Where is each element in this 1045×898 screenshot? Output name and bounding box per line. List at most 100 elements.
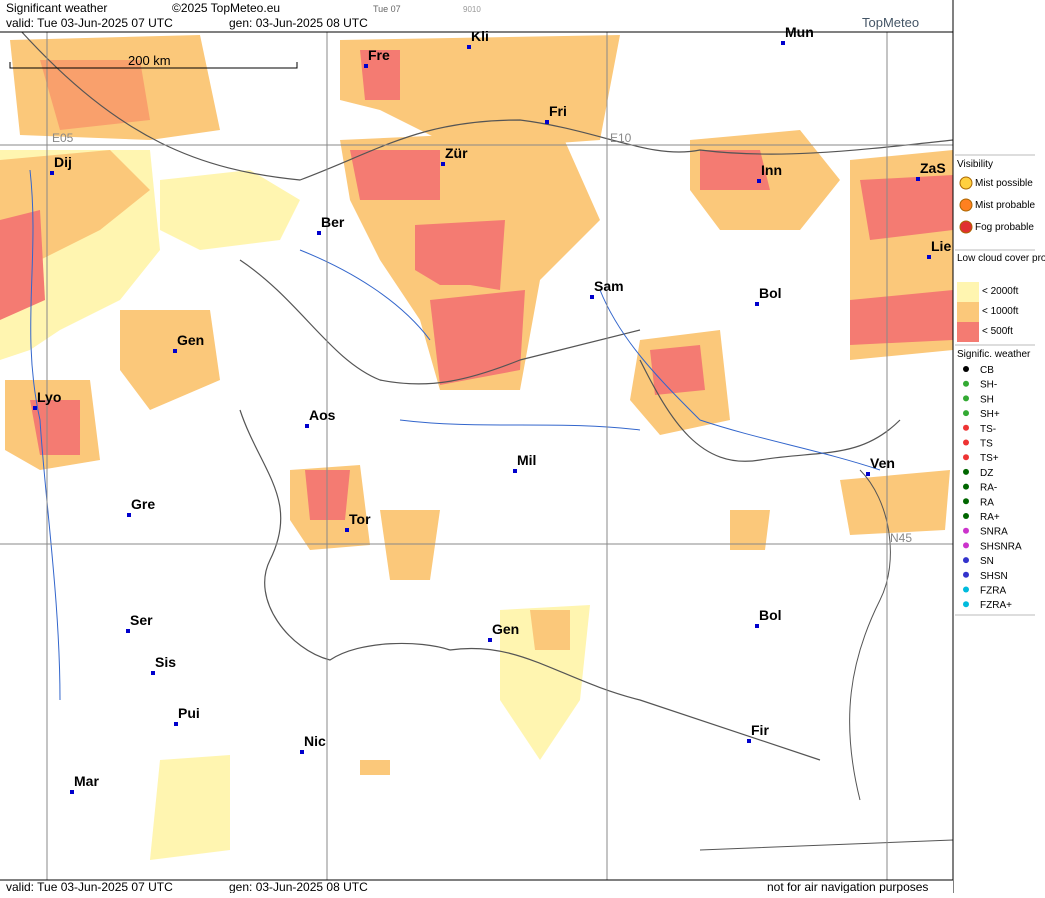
legend-icon [963, 366, 969, 372]
legend-label: RA+ [980, 512, 1000, 523]
legend-icon [963, 513, 969, 519]
title: Significant weather [6, 1, 107, 15]
brand: TopMeteo [862, 15, 919, 30]
legend-icon [963, 483, 969, 490]
city-marker [747, 739, 751, 743]
city-label: Ber [321, 214, 345, 230]
city-label: Kli [471, 28, 489, 44]
legend-icon [959, 220, 973, 234]
legend-label: RA [980, 497, 994, 508]
fog-areas [0, 35, 953, 860]
legend-label: SN [980, 556, 994, 567]
legend-label: Mist probable [975, 200, 1035, 211]
legend-icon [963, 468, 969, 475]
city-label: Nic [304, 733, 326, 749]
legend-label: Fog probable [975, 222, 1034, 233]
legend-label: TS- [980, 424, 996, 435]
city-marker [174, 722, 178, 726]
legend-icon [963, 454, 969, 461]
city-marker [50, 171, 54, 175]
legend-icon [963, 557, 969, 564]
city-marker [33, 406, 37, 410]
legend-swatch [957, 322, 979, 342]
city-label: Tor [349, 511, 371, 527]
city-marker [441, 162, 445, 166]
city-marker [866, 472, 870, 476]
city-label: Sam [594, 278, 624, 294]
city-label: Gen [492, 621, 519, 637]
city-marker [127, 513, 131, 517]
city-marker [317, 231, 321, 235]
scale-label: 200 km [128, 53, 171, 68]
city-label: Aos [309, 407, 336, 423]
legend-label: SH+ [980, 409, 1000, 420]
legend-label: SHSNRA [980, 541, 1022, 552]
city-label: Bol [759, 607, 782, 623]
city-marker [545, 120, 549, 124]
city-label: Gre [131, 496, 155, 512]
legend-label: SH- [980, 380, 997, 391]
city-marker [305, 424, 309, 428]
grid-label: E05 [52, 131, 74, 145]
legend-icon [963, 498, 969, 505]
city-marker [755, 624, 759, 628]
legend-icon [959, 198, 973, 212]
legend-icon [963, 571, 969, 578]
legend-icon [963, 395, 969, 402]
legend-title: Visibility [957, 159, 993, 170]
cities: Kli Mun Fre Fri Dij Zür Inn ZaS Ber Lie Sam Bol Gen L… [33, 24, 951, 794]
legend-icon [963, 542, 969, 549]
city-label: Ven [870, 455, 895, 471]
coastline [699, 469, 954, 851]
legend-label: < 2000ft [982, 286, 1019, 297]
city-marker [916, 177, 920, 181]
legend-icon [963, 439, 969, 446]
city-label: Sis [155, 654, 176, 670]
legend-label: RA- [980, 483, 997, 494]
code: 9010 [463, 5, 481, 14]
city-label: Bol [759, 285, 782, 301]
footer-note: not for air navigation purposes [767, 880, 928, 893]
graticule [0, 32, 953, 880]
city-marker [467, 45, 471, 49]
city-label: Mar [74, 773, 99, 789]
header: Significant weather ©2025 TopMeteo.eu Tu… [0, 0, 953, 33]
city-label: Inn [761, 162, 782, 178]
city-label: Pui [178, 705, 200, 721]
city-label: Fre [368, 47, 390, 63]
legend-icon [963, 601, 969, 608]
legend-icon [963, 586, 969, 593]
legend-title: Signific. weather [957, 349, 1031, 360]
legend-label: TS+ [980, 453, 999, 464]
city-label: Mun [785, 24, 814, 40]
city-marker [513, 469, 517, 473]
city-marker [590, 295, 594, 299]
gen: gen: 03-Jun-2025 08 UTC [229, 16, 368, 30]
city-marker [755, 302, 759, 306]
borders [19, 29, 954, 761]
city-marker [345, 528, 349, 532]
legend-label: SH [980, 394, 994, 405]
legend-label: FZRA+ [980, 600, 1012, 611]
step: Tue 07 [373, 4, 401, 14]
legend-label: Mist possible [975, 178, 1033, 189]
city-marker [173, 349, 177, 353]
city-label: Dij [54, 154, 72, 170]
legend-label: DZ [980, 468, 993, 479]
legend-icon [963, 410, 969, 417]
legend-icon [963, 380, 969, 387]
city-marker [151, 671, 155, 675]
city-marker [927, 255, 931, 259]
copyright: ©2025 TopMeteo.eu [172, 1, 280, 15]
city-marker [781, 41, 785, 45]
footer: valid: Tue 03-Jun-2025 07 UTC gen: 03-Ju… [0, 879, 953, 894]
grid-label: E10 [610, 131, 632, 145]
city-marker [126, 629, 130, 633]
legend-icon [963, 424, 969, 431]
city-marker [488, 638, 492, 642]
city-label: ZaS [920, 160, 946, 176]
footer-gen: gen: 03-Jun-2025 08 UTC [229, 880, 368, 893]
city-marker [757, 179, 761, 183]
city-marker [70, 790, 74, 794]
